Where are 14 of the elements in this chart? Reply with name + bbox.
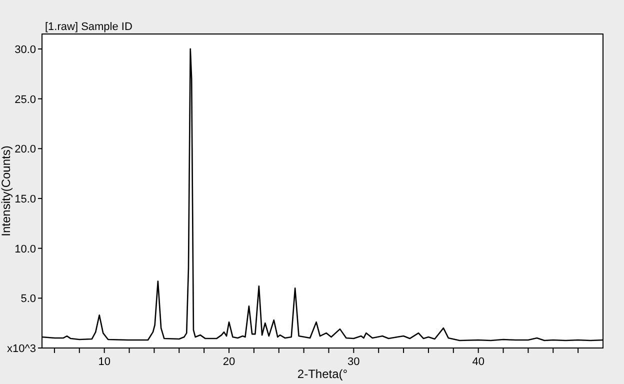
y-tick-label: 25.0	[14, 94, 36, 106]
x-axis-title: 2-Theta(°	[297, 367, 348, 381]
y-tick-label: 10.0	[14, 243, 36, 256]
x-tick-label: 20	[222, 356, 236, 368]
y-tick-label: 20.0	[14, 144, 36, 156]
y-tick-label: 30.0	[14, 44, 36, 56]
y-axis-title: Intensity(Counts)	[0, 146, 13, 236]
y-tick-label: 15.0	[14, 193, 36, 206]
x-tick-label: 40	[472, 356, 484, 368]
y-tick-label: 5.0	[20, 293, 36, 306]
x-tick-label: 10	[98, 356, 110, 368]
chart-title: [1.raw] Sample ID	[45, 21, 132, 33]
x-tick-label: 30	[348, 356, 360, 368]
y-tick-label: x10^3	[6, 343, 36, 355]
